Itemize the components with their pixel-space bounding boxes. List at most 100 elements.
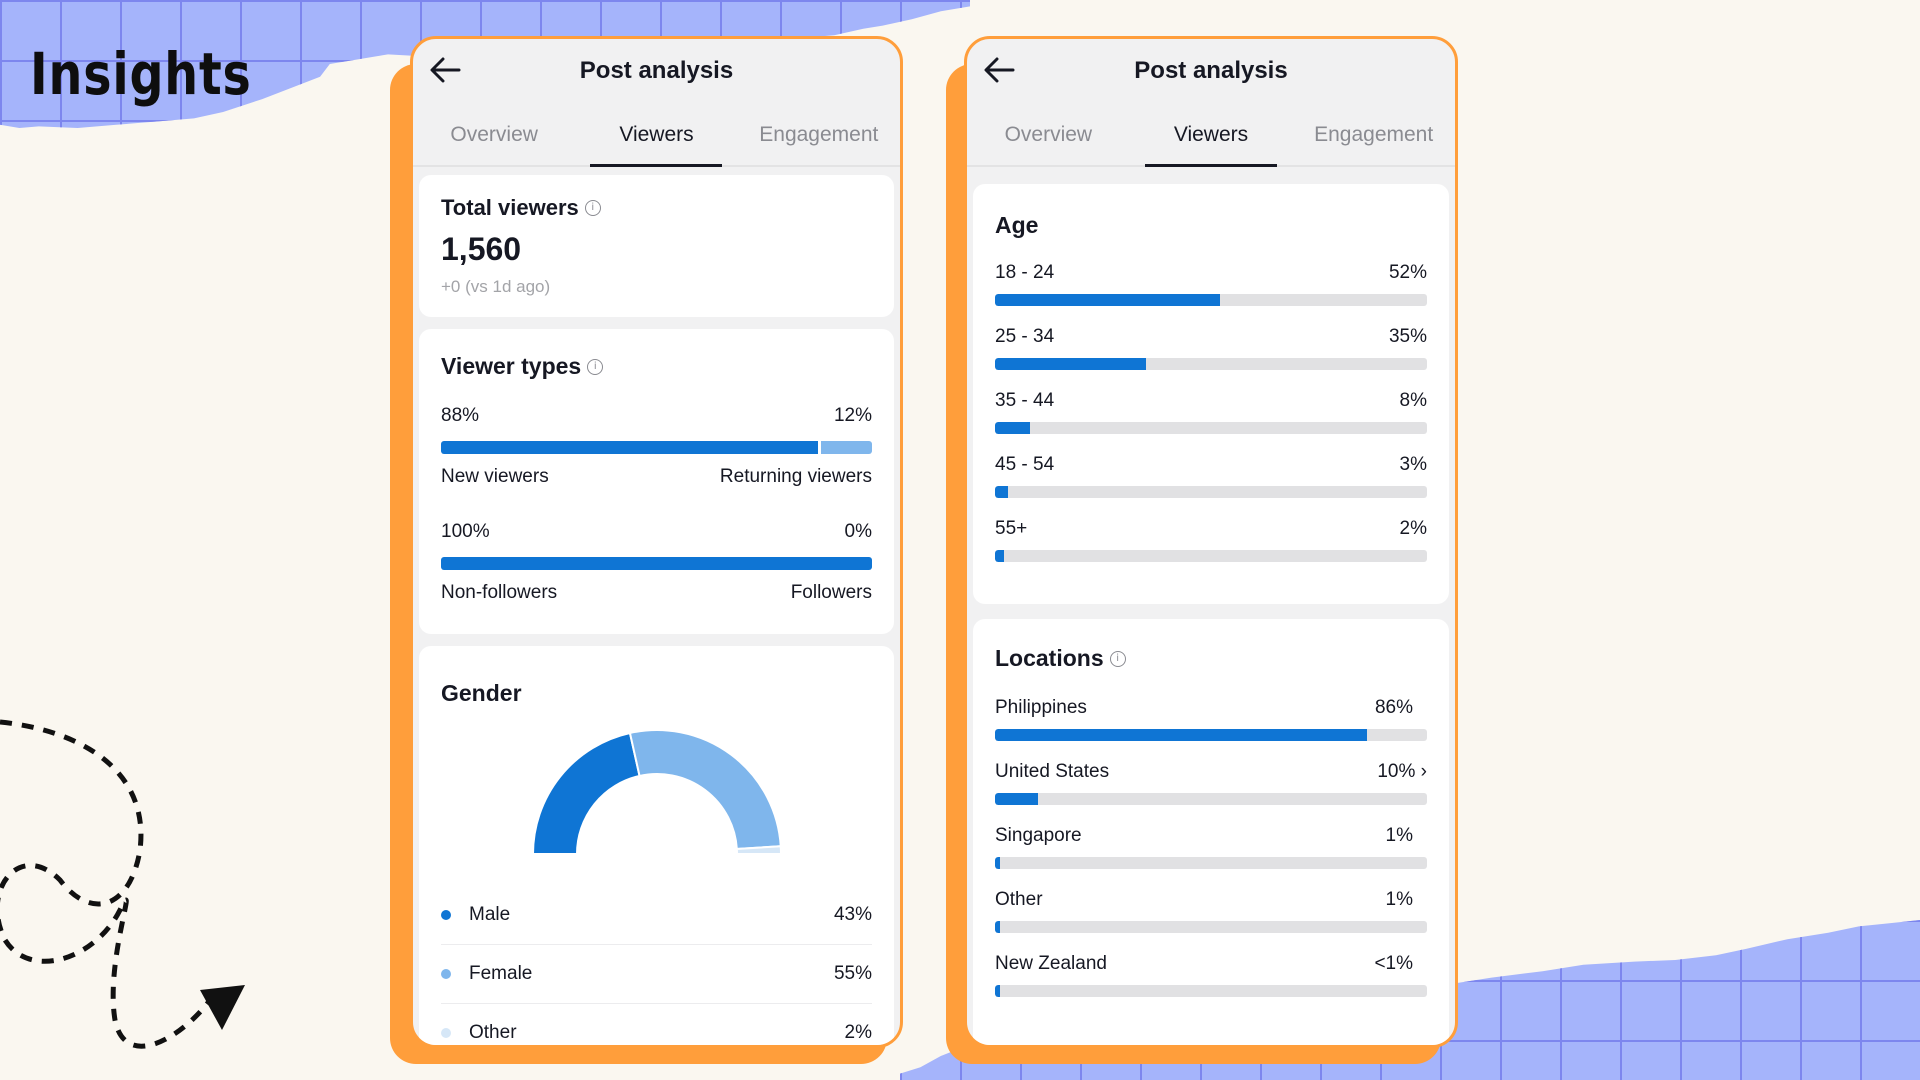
- location-bar-fill: [995, 793, 1039, 805]
- age-label: 25 - 34: [995, 326, 1055, 347]
- legend-row-other: Other 2%: [441, 1004, 872, 1045]
- legend-pct-other: 2%: [844, 1022, 872, 1043]
- new-viewers-bar-segment: [441, 441, 818, 454]
- age-title: Age: [995, 212, 1039, 238]
- age-card: Age 18 - 24 52% 25 - 34 35% 35 - 44 8% 45 -…: [973, 184, 1449, 604]
- dashed-arrow-doodle-icon: [0, 719, 245, 1049]
- location-bar: [995, 985, 1427, 997]
- age-bar: [995, 550, 1427, 562]
- legend-dot-other: [441, 1028, 451, 1038]
- location-pct: <1%: [1374, 953, 1413, 974]
- location-label: Philippines: [995, 697, 1087, 718]
- location-bar-fill: [995, 729, 1367, 741]
- returning-viewers-bar-segment: [820, 441, 872, 454]
- locations-list: Philippines 86% United States 10% › Singa…: [995, 697, 1427, 1017]
- location-row[interactable]: Philippines 86%: [995, 697, 1427, 741]
- gender-slice-female: [628, 729, 782, 851]
- header: Post analysis: [413, 39, 900, 103]
- info-icon[interactable]: i: [584, 200, 601, 216]
- age-pct: 35%: [1388, 326, 1427, 347]
- tab-engagement[interactable]: Engagement: [759, 123, 879, 146]
- age-pct: 52%: [1388, 262, 1427, 283]
- new-returning-metric: 88% 12% New viewers Returning viewers: [441, 405, 872, 488]
- gender-title: Gender: [441, 680, 522, 706]
- header: Post analysis: [967, 39, 1455, 103]
- location-row[interactable]: Other 1%: [995, 889, 1427, 933]
- legend-row-male: Male 43%: [441, 886, 872, 945]
- viewer-types-card: Viewer types i 88% 12% New viewers Retur…: [419, 329, 894, 634]
- location-row[interactable]: New Zealand <1%: [995, 953, 1427, 997]
- tab-viewers[interactable]: Viewers: [576, 103, 737, 165]
- total-viewers-card: Total viewers i 1,560 +0 (vs 1d ago): [419, 175, 894, 317]
- age-label: 18 - 24: [995, 262, 1055, 283]
- gender-legend: Male 43% Female 55% Other 2%: [441, 886, 872, 1045]
- location-pct: 10%: [1377, 761, 1416, 782]
- age-row: 45 - 54 3%: [995, 454, 1427, 498]
- age-bar: [995, 422, 1427, 434]
- age-bar: [995, 294, 1427, 306]
- location-bar-fill: [995, 857, 1001, 869]
- info-icon[interactable]: i: [1109, 650, 1126, 667]
- location-row[interactable]: Singapore 1%: [995, 825, 1427, 869]
- legend-label-other: Other: [469, 1022, 517, 1043]
- total-viewers-delta: +0 (vs 1d ago): [441, 277, 551, 296]
- returning-viewers-pct: 12%: [833, 405, 872, 426]
- chevron-right-icon[interactable]: ›: [1420, 761, 1427, 782]
- new-viewers-pct: 88%: [441, 405, 480, 426]
- followers-metric: 100% 0% Non-followers Followers: [441, 521, 872, 604]
- info-icon[interactable]: i: [587, 358, 604, 375]
- locations-title: Locations: [995, 645, 1104, 671]
- arrow-left-icon[interactable]: [429, 57, 461, 83]
- non-followers-bar-segment: [441, 557, 872, 570]
- age-bar-fill: [995, 486, 1008, 498]
- total-viewers-value: 1,560: [441, 231, 522, 267]
- age-bar: [995, 486, 1427, 498]
- location-label: Other: [995, 889, 1043, 910]
- non-followers-label: Non-followers: [441, 582, 558, 603]
- age-row: 55+ 2%: [995, 518, 1427, 562]
- age-label: 55+: [995, 518, 1028, 539]
- legend-label-male: Male: [469, 904, 511, 925]
- followers-pct: 0%: [844, 521, 872, 542]
- legend-label-female: Female: [469, 963, 533, 984]
- age-pct: 3%: [1399, 454, 1427, 475]
- age-bar: [995, 358, 1427, 370]
- gender-slice-other: [735, 845, 783, 855]
- location-row[interactable]: United States 10% ›: [995, 761, 1427, 805]
- location-bar-fill: [995, 921, 1001, 933]
- legend-row-female: Female 55%: [441, 945, 872, 1004]
- gender-slice-male: [531, 731, 641, 855]
- tab-overview[interactable]: Overview: [1004, 123, 1093, 146]
- location-bar: [995, 857, 1427, 869]
- returning-viewers-label: Returning viewers: [719, 466, 872, 487]
- locations-card: Locations i Philippines 86% United States…: [973, 619, 1449, 1045]
- location-pct: 1%: [1385, 889, 1413, 910]
- page-title: Insights: [30, 40, 252, 108]
- tab-bar: Overview Viewers Engagement: [413, 103, 900, 167]
- age-pct: 8%: [1399, 390, 1427, 411]
- age-label: 45 - 54: [995, 454, 1055, 475]
- age-row: 25 - 34 35%: [995, 326, 1427, 370]
- age-row: 18 - 24 52%: [995, 262, 1427, 306]
- legend-pct-male: 43%: [833, 904, 872, 925]
- tab-engagement[interactable]: Engagement: [1314, 123, 1434, 146]
- arrow-left-icon[interactable]: [983, 57, 1015, 83]
- non-followers-pct: 100%: [441, 521, 490, 542]
- age-row: 35 - 44 8%: [995, 390, 1427, 434]
- tab-overview[interactable]: Overview: [450, 123, 538, 146]
- age-label: 35 - 44: [995, 390, 1055, 411]
- new-viewers-label: New viewers: [441, 466, 549, 487]
- gender-card: Gender Male 43% Female 55% Othe: [419, 646, 894, 1045]
- tab-viewers[interactable]: Viewers: [1130, 103, 1291, 165]
- age-bar-fill: [995, 550, 1004, 562]
- location-pct: 86%: [1374, 697, 1413, 718]
- location-bar: [995, 729, 1427, 741]
- total-viewers-label: Total viewers: [441, 195, 579, 220]
- header-title: Post analysis: [1134, 57, 1288, 84]
- location-label: Singapore: [995, 825, 1082, 846]
- location-bar: [995, 921, 1427, 933]
- location-label: United States: [995, 761, 1110, 782]
- left-panel: Post analysis Overview Viewers Engagemen…: [410, 36, 903, 1048]
- location-bar-fill: [995, 985, 1001, 997]
- followers-bar: [441, 557, 872, 570]
